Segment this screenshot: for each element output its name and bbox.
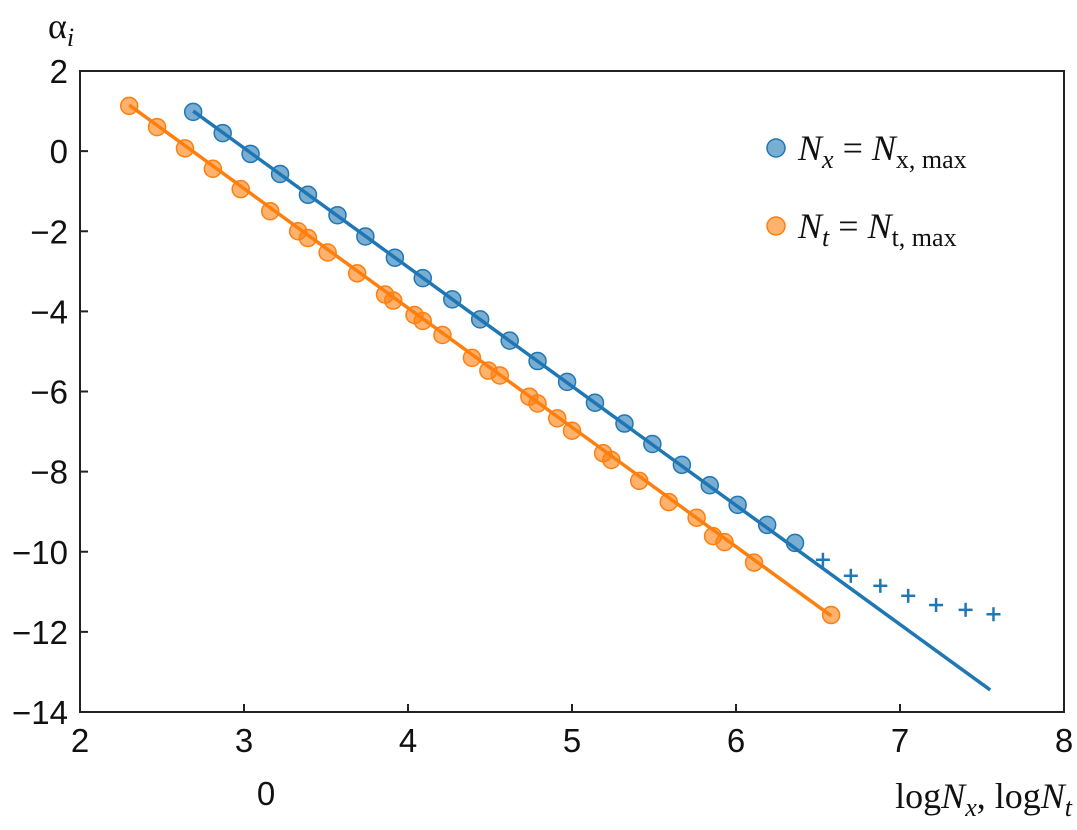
x-tick-label: 3 <box>235 722 253 759</box>
plus-point <box>843 568 858 583</box>
series-2-point <box>659 492 679 512</box>
y-tick-label: −10 <box>12 534 68 571</box>
series-2-point <box>203 159 223 179</box>
y-tick-label: −2 <box>30 213 68 250</box>
x-tick-label: 2 <box>71 722 89 759</box>
extra-zero-label: 0 <box>257 775 275 812</box>
series-2-point <box>260 201 280 221</box>
series-1-point <box>528 351 547 371</box>
plus-point <box>901 588 916 603</box>
x-axis-label: logNx, logNt <box>895 776 1073 822</box>
series-2-point <box>433 325 452 345</box>
x-tick-label: 4 <box>399 722 417 759</box>
series-1-point <box>757 515 777 535</box>
y-tick-label: −12 <box>12 614 68 651</box>
legend-entry-2: Nt = Nt, max <box>797 206 957 252</box>
series-2-point <box>119 96 139 116</box>
x-tick-label: 5 <box>563 722 581 759</box>
series-2-point <box>687 508 706 527</box>
series-2-point <box>413 311 433 331</box>
series-1-point <box>585 393 605 412</box>
series-2-point <box>744 553 764 572</box>
series-1-point <box>213 123 232 143</box>
series-1-point <box>785 533 805 553</box>
legend-entry-1: Nx = Nx, max <box>797 128 967 174</box>
series-1-point <box>672 455 692 475</box>
y-tick-label: −6 <box>30 374 68 411</box>
series-2-point <box>528 394 547 413</box>
y-tick-label: −4 <box>30 293 68 330</box>
series-1-point <box>500 331 519 350</box>
series-2-point <box>383 291 403 310</box>
series-2-point <box>629 471 649 491</box>
plus-point <box>929 598 944 613</box>
plus-point <box>958 602 973 617</box>
series-1-point <box>615 414 634 433</box>
series-1-point <box>413 268 433 288</box>
series-2-point <box>821 605 841 625</box>
y-tick-label: −8 <box>30 454 68 491</box>
series-1-point <box>270 164 290 184</box>
series-2-point <box>462 348 482 368</box>
series-2-point <box>347 264 367 283</box>
x-tick-label: 7 <box>891 722 909 759</box>
series-2-point <box>490 366 510 385</box>
x-tick-label: 8 <box>1055 722 1073 759</box>
series-1-point <box>241 144 260 164</box>
plus-point <box>873 578 888 593</box>
series-2-point <box>147 117 167 137</box>
series-1-point <box>728 495 747 515</box>
plus-point <box>815 552 830 567</box>
series-2-point <box>175 139 195 158</box>
legend: Nx = Nx, max Nt = Nt, max <box>766 128 967 252</box>
plot-layer <box>119 96 1001 692</box>
series-2-point <box>547 409 567 428</box>
y-tick-label: −14 <box>12 694 68 731</box>
series-1-point <box>700 475 720 495</box>
series-2-point <box>231 179 250 199</box>
series-1-point <box>183 102 203 122</box>
series-2-point <box>298 228 318 248</box>
series-1-point <box>443 290 462 309</box>
series-1-point <box>470 310 490 329</box>
y-tick-label: 0 <box>50 133 68 170</box>
series-2-point <box>602 450 621 470</box>
series-1-point <box>557 372 577 392</box>
plus-point <box>986 607 1001 622</box>
series-1-point <box>328 205 347 225</box>
x-tick-label: 6 <box>727 722 745 759</box>
series-1-point <box>356 227 375 246</box>
y-tick-label: 2 <box>50 53 68 90</box>
series-2-point <box>318 243 337 262</box>
series-1-point <box>385 248 405 267</box>
legend-marker <box>766 216 786 236</box>
y-axis-label: αi <box>48 6 74 52</box>
ticks-layer: 2 3 4 5 6 7 8 2 0 −2 −4 −6 −8 −10 −12 −14 <box>12 53 1073 759</box>
series-2-point <box>715 532 734 552</box>
series-1-point <box>643 434 662 454</box>
legend-marker <box>766 138 786 158</box>
series-2-point <box>562 421 582 441</box>
series-1-point <box>298 185 318 205</box>
